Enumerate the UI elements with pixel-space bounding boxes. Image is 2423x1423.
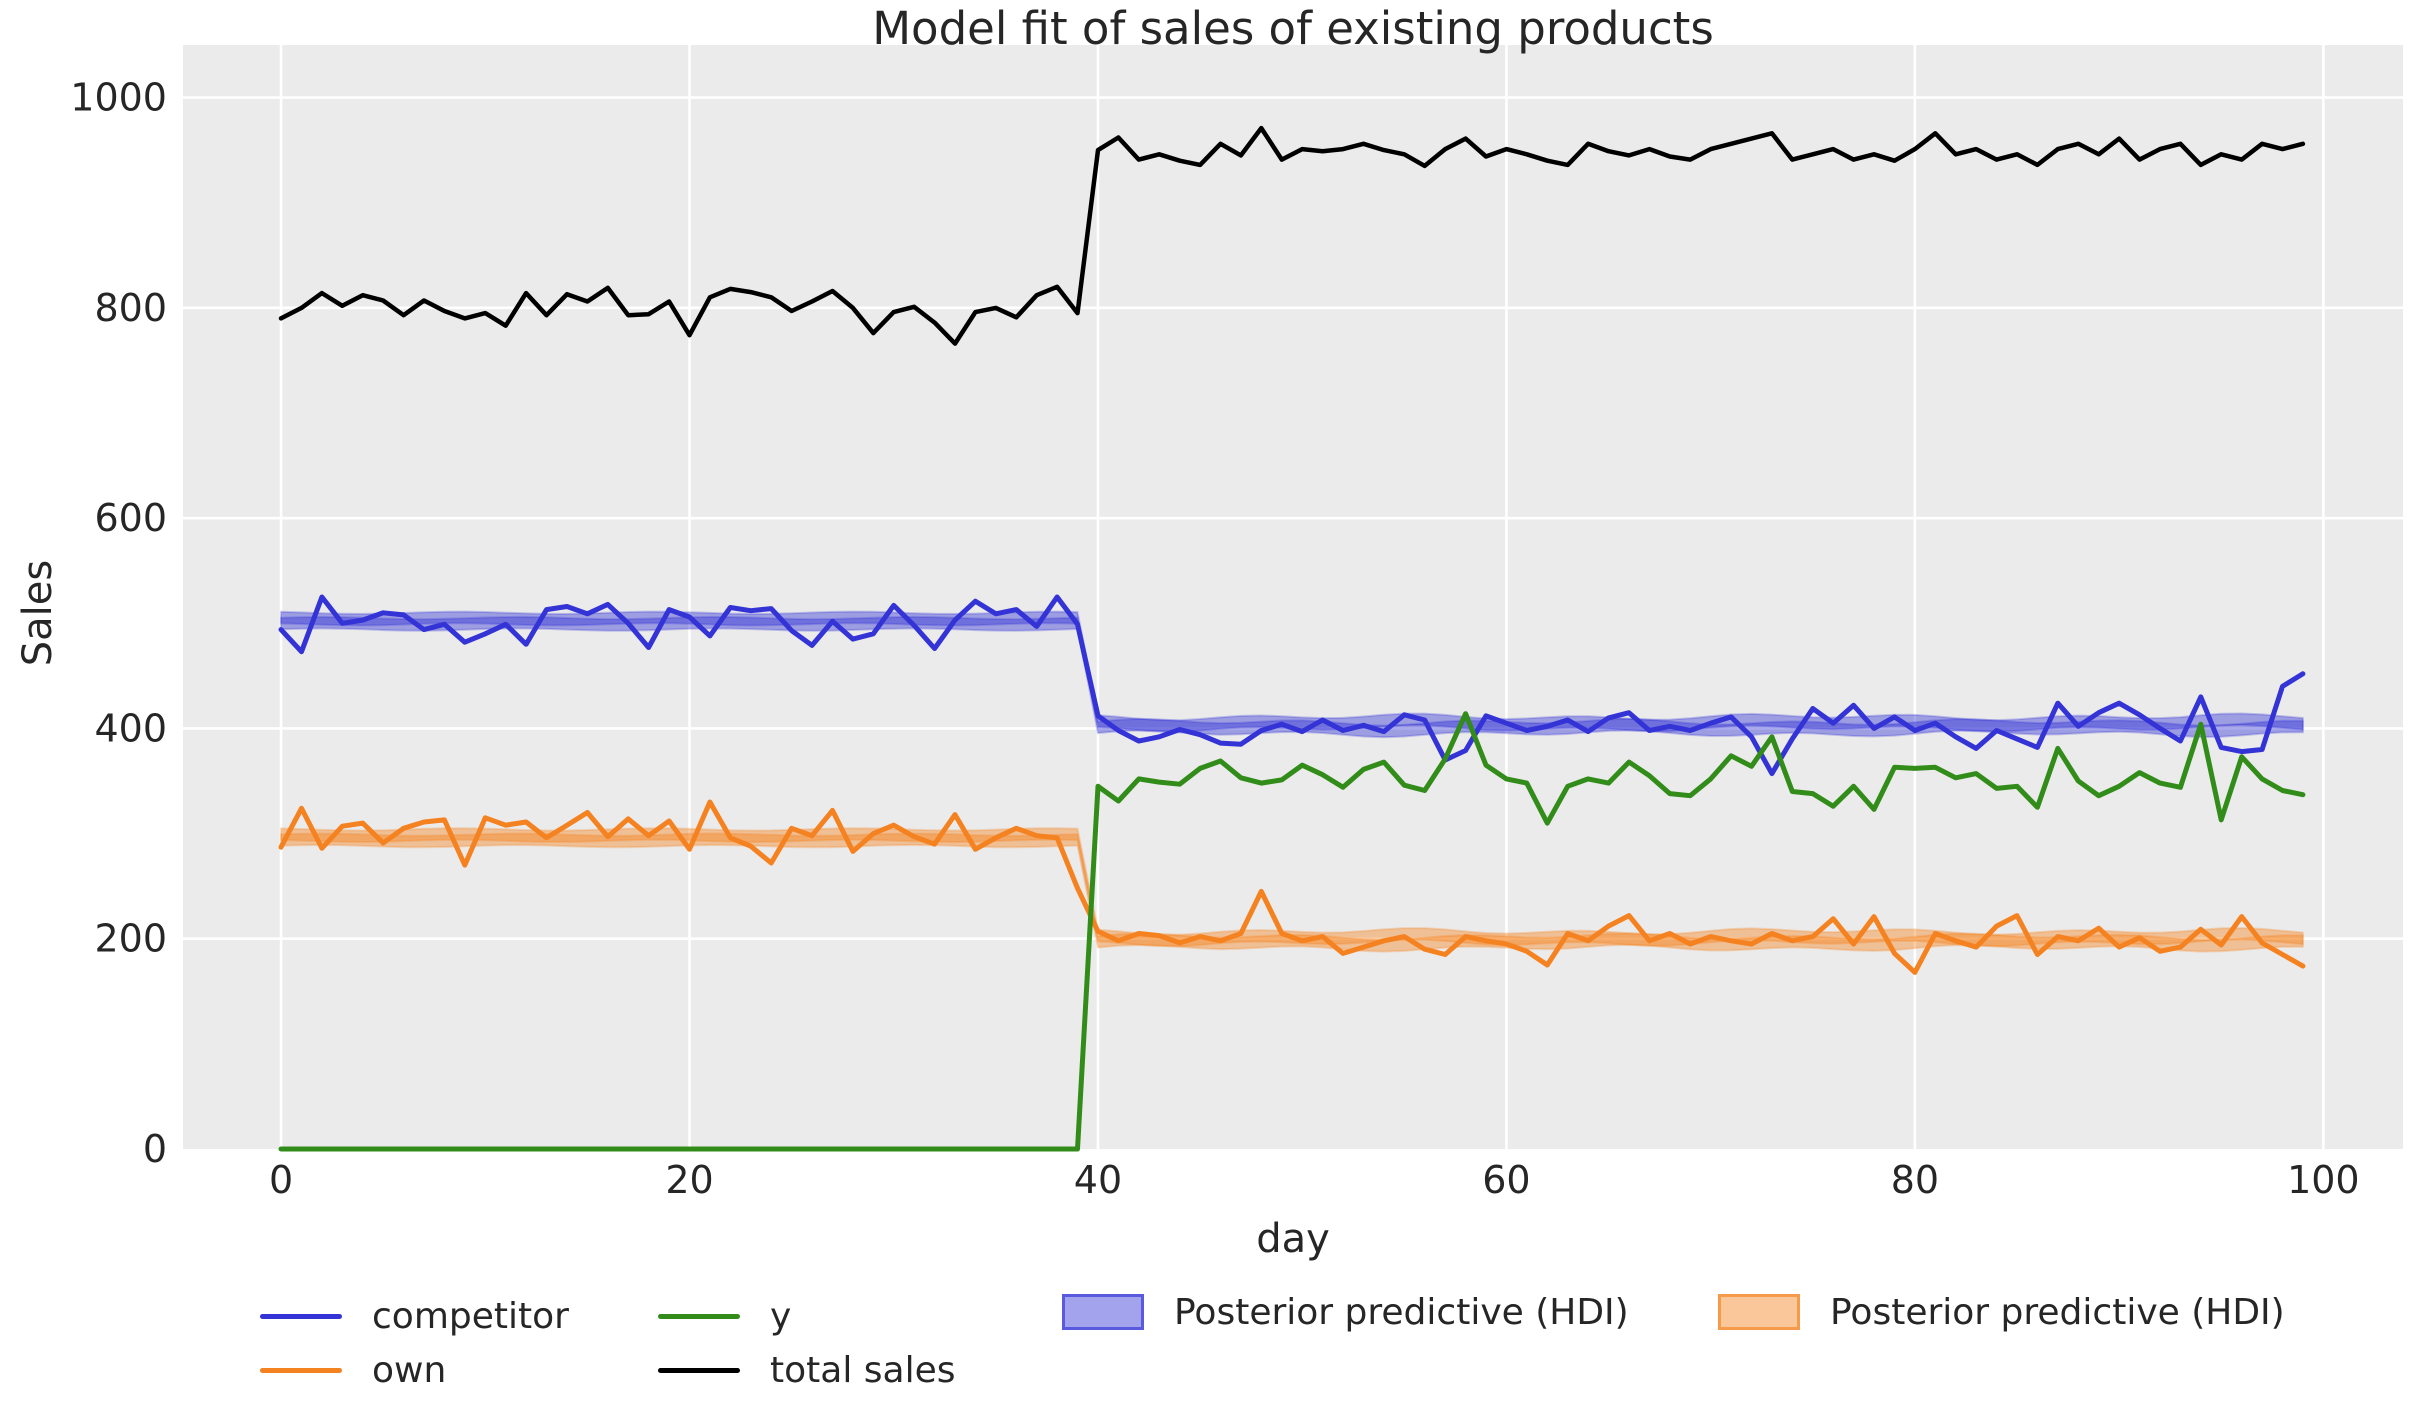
y-tick-label: 200 [94,917,167,961]
chart-title: Model fit of sales of existing products [872,2,1714,55]
x-tick-label: 100 [2287,1158,2360,1202]
legend-label: own [372,1349,447,1391]
legend-label: total sales [770,1349,956,1391]
legend-line-swatch-y [658,1313,740,1319]
legend-patch-swatch-orange-hdi [1718,1294,1800,1330]
x-tick-label: 20 [665,1158,713,1202]
x-tick-label: 80 [1891,1158,1939,1202]
legend-item-own: own [260,1348,446,1392]
legend-label: y [770,1295,792,1337]
legend-line-swatch-total-sales [658,1367,740,1373]
own-line [278,799,2306,975]
legend-item-total-sales: total sales [658,1348,955,1392]
y-tick-label: 400 [94,706,167,750]
x-tick-label: 40 [1074,1158,1122,1202]
plot-area [183,45,2403,1149]
y-axis-label: Sales [15,559,61,667]
x-tick-label: 60 [1482,1158,1530,1202]
total-sales-line [278,125,2306,346]
x-tick-label: 0 [269,1158,293,1202]
y-tick-label: 1000 [70,76,167,120]
competitor-line [278,594,2306,777]
legend-item-posterior-hdi-own: Posterior predictive (HDI) [1718,1290,2285,1334]
y-line [278,711,2306,1152]
y-tick-label: 800 [94,286,167,330]
legend-item-competitor: competitor [260,1294,569,1338]
legend-line-swatch-competitor [260,1313,342,1319]
legend-label: Posterior predictive (HDI) [1174,1291,1629,1333]
hdi-band [280,615,2304,739]
hdi-band [280,832,2304,953]
legend-item-y: y [658,1294,791,1338]
y-tick-label: 0 [143,1127,167,1171]
legend-line-swatch-own [260,1367,342,1373]
legend-patch-swatch-blue-hdi [1062,1294,1144,1330]
legend-item-posterior-hdi-competitor: Posterior predictive (HDI) [1062,1290,1629,1334]
legend-label: competitor [372,1295,569,1337]
y-tick-label: 600 [94,496,167,540]
x-axis-label: day [1256,1216,1330,1262]
legend-label: Posterior predictive (HDI) [1830,1291,2285,1333]
